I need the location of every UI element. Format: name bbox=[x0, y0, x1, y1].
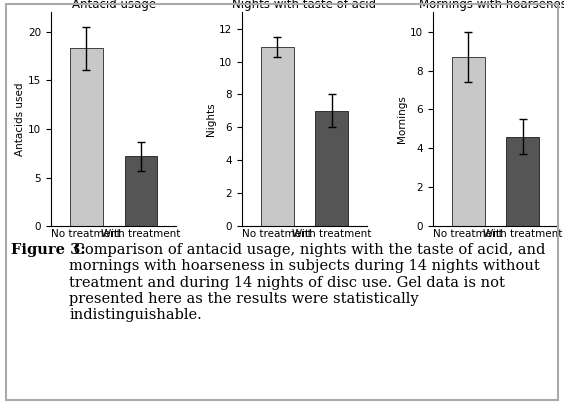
Bar bbox=[261, 47, 294, 226]
Y-axis label: Nights: Nights bbox=[206, 102, 216, 136]
Title: Nights with taste of acid: Nights with taste of acid bbox=[232, 0, 377, 11]
Title: Mornings with hoarseness: Mornings with hoarseness bbox=[418, 0, 564, 11]
Bar bbox=[125, 156, 157, 226]
Bar bbox=[70, 48, 103, 226]
Y-axis label: Antacids used: Antacids used bbox=[15, 82, 25, 156]
Bar bbox=[506, 137, 539, 226]
Bar bbox=[315, 111, 348, 226]
Title: Antacid usage: Antacid usage bbox=[72, 0, 156, 11]
Bar bbox=[452, 57, 484, 226]
Text: Figure 3:: Figure 3: bbox=[11, 243, 86, 257]
Y-axis label: Mornings: Mornings bbox=[397, 95, 407, 143]
Text: Comparison of antacid usage, nights with the taste of acid, and mornings with ho: Comparison of antacid usage, nights with… bbox=[69, 243, 545, 322]
